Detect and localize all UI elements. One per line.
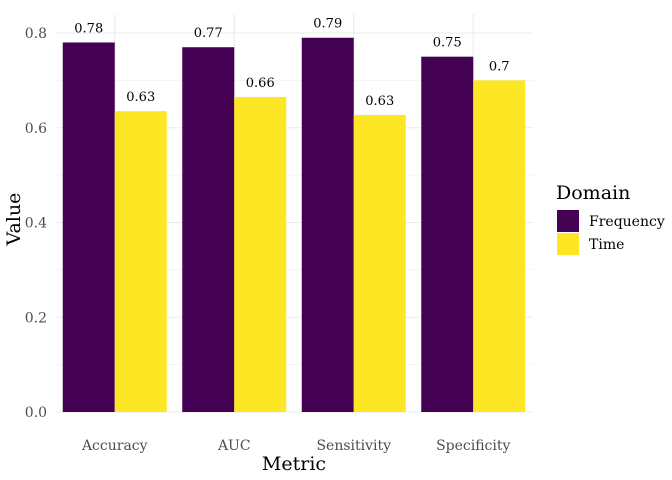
x-axis-ticks: Accuracy AUC Sensitivity Specificity	[81, 438, 511, 454]
bar-time-sensitivity	[353, 114, 406, 413]
y-tick-label: 0.4	[25, 216, 47, 232]
y-axis-title: Value	[3, 193, 25, 247]
legend: Domain Frequency Time	[556, 182, 665, 255]
legend-title: Domain	[556, 182, 630, 204]
data-label: 0.63	[126, 90, 155, 105]
x-tick-label: Sensitivity	[316, 438, 391, 454]
x-tick-label: Specificity	[436, 438, 510, 454]
data-label: 0.79	[313, 17, 342, 32]
x-tick-label: AUC	[217, 438, 251, 454]
x-tick-label: Accuracy	[81, 438, 148, 454]
data-label: 0.63	[365, 94, 394, 109]
data-label: 0.7	[489, 59, 510, 74]
bar-frequency-specificity	[421, 56, 474, 412]
data-label: 0.75	[433, 36, 462, 51]
legend-label-frequency: Frequency	[589, 214, 665, 230]
legend-key-frequency	[557, 210, 579, 232]
legend-key-time	[557, 233, 579, 255]
data-label: 0.66	[246, 76, 275, 91]
bar-frequency-auc	[182, 47, 235, 413]
x-axis-title: Metric	[262, 453, 326, 475]
bar-time-accuracy	[114, 111, 167, 412]
y-axis-ticks: 0.0 0.2 0.4 0.6 0.8	[25, 26, 47, 421]
bars	[62, 37, 526, 413]
y-tick-label: 0.8	[25, 26, 47, 42]
bar-frequency-sensitivity	[301, 37, 354, 413]
y-tick-label: 0.6	[25, 121, 47, 137]
data-label: 0.78	[74, 21, 103, 36]
y-tick-label: 0.0	[25, 405, 47, 421]
data-labels: 0.78 0.77 0.79 0.75 0.63 0.66 0.63 0.7	[74, 17, 509, 109]
legend-label-time: Time	[589, 237, 624, 253]
bar-frequency-accuracy	[62, 42, 115, 412]
y-tick-label: 0.2	[25, 310, 47, 326]
data-label: 0.77	[194, 26, 223, 41]
bar-time-specificity	[473, 80, 526, 412]
bar-time-auc	[234, 96, 287, 413]
